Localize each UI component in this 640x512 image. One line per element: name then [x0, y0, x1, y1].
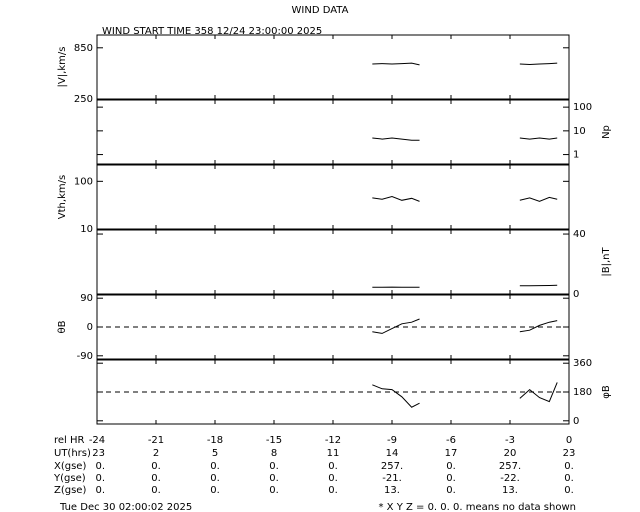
data-line	[372, 137, 420, 141]
table-cell: 257.	[499, 461, 521, 472]
y-tick-label: 360	[573, 358, 592, 369]
table-cell: 0.	[210, 485, 220, 496]
table-cell: 0.	[95, 461, 105, 472]
y-axis-label: φB	[601, 385, 612, 399]
table-cell: 0.	[95, 485, 105, 496]
row-label: X(gse)	[54, 461, 86, 472]
y-tick-label: 40	[573, 229, 586, 240]
table-cell: 20	[504, 448, 517, 459]
table-cell: 0.	[151, 485, 161, 496]
panel-frame	[96, 99, 570, 165]
y-tick-label: 0	[573, 289, 579, 300]
y-tick-label: 850	[74, 43, 93, 54]
table-cell: -21.	[382, 473, 402, 484]
panel-frame	[96, 229, 570, 295]
footer-date: Tue Dec 30 02:00:02 2025	[59, 502, 192, 512]
data-line	[372, 384, 420, 408]
data-line	[519, 382, 558, 403]
table-cell: 0.	[564, 473, 574, 484]
y-tick-label: 0	[573, 416, 579, 427]
y-tick-label: 10	[80, 224, 93, 235]
x-tick-label: -21	[148, 435, 164, 446]
y-tick-label: -90	[77, 351, 93, 362]
chart-title: WIND DATA	[292, 5, 349, 16]
y-tick-label: 180	[573, 387, 592, 398]
table-cell: 0.	[210, 473, 220, 484]
table-cell: 11	[327, 448, 340, 459]
table-cell: 0.	[446, 473, 456, 484]
row-label: UT(hrs)	[54, 448, 91, 459]
table-cell: 0.	[269, 485, 279, 496]
row-label: Z(gse)	[54, 485, 86, 496]
subtitle: WIND START TIME 358 12/24 23:00:00 2025	[102, 26, 322, 37]
x-tick-label: -12	[325, 435, 341, 446]
y-axis-label: θB	[57, 320, 68, 333]
y-axis-label: Np	[601, 125, 612, 139]
x-tick-label: -3	[505, 435, 515, 446]
table-cell: 0.	[328, 485, 338, 496]
table-cell: 0.	[446, 485, 456, 496]
table-cell: 0.	[328, 461, 338, 472]
data-line	[519, 320, 558, 333]
data-line	[519, 137, 558, 140]
table-cell: 0.	[151, 461, 161, 472]
x-tick-label: -9	[387, 435, 397, 446]
row-label: Y(gse)	[53, 473, 86, 484]
table-cell: 0.	[210, 461, 220, 472]
x-tick-label: -18	[207, 435, 223, 446]
x-tick-label: -15	[266, 435, 282, 446]
y-axis-label: Vth,km/s	[57, 175, 68, 219]
table-cell: 0.	[269, 461, 279, 472]
table-cell: 257.	[381, 461, 403, 472]
table-cell: 13.	[502, 485, 518, 496]
y-axis-label: |V|,km/s	[57, 47, 68, 88]
table-cell: 2	[153, 448, 159, 459]
table-cell: 0.	[328, 473, 338, 484]
row-label: rel HR	[54, 435, 85, 446]
table-cell: 0.	[269, 473, 279, 484]
table-cell: 0.	[95, 473, 105, 484]
table-cell: 0.	[151, 473, 161, 484]
table-cell: 23	[92, 448, 105, 459]
footer-note: * X Y Z = 0. 0. 0. means no data shown	[378, 502, 576, 512]
y-tick-label: 90	[80, 293, 93, 304]
table-cell: 8	[271, 448, 277, 459]
x-tick-label: -24	[89, 435, 105, 446]
table-cell: 14	[386, 448, 399, 459]
x-tick-label: 0	[566, 435, 572, 446]
table-cell: 0.	[564, 461, 574, 472]
table-cell: 0.	[446, 461, 456, 472]
y-tick-label: 10	[573, 126, 586, 137]
data-line	[372, 195, 420, 202]
y-tick-label: 100	[74, 176, 93, 187]
panel-frame	[96, 164, 570, 230]
data-line	[519, 196, 558, 202]
y-tick-label: 1	[573, 150, 579, 161]
table-cell: -22.	[500, 473, 520, 484]
y-tick-label: 100	[573, 102, 592, 113]
table-cell: 0.	[564, 485, 574, 496]
panel-frame	[96, 34, 570, 100]
y-axis-label: |B|,nT	[601, 247, 612, 277]
data-line	[372, 318, 420, 334]
data-line	[519, 62, 558, 65]
table-cell: 23	[563, 448, 576, 459]
table-cell: 17	[445, 448, 458, 459]
data-line	[372, 62, 420, 66]
table-cell: 5	[212, 448, 218, 459]
x-tick-label: -6	[446, 435, 456, 446]
y-tick-label: 250	[74, 94, 93, 105]
table-cell: 13.	[384, 485, 400, 496]
y-tick-label: 0	[87, 322, 93, 333]
